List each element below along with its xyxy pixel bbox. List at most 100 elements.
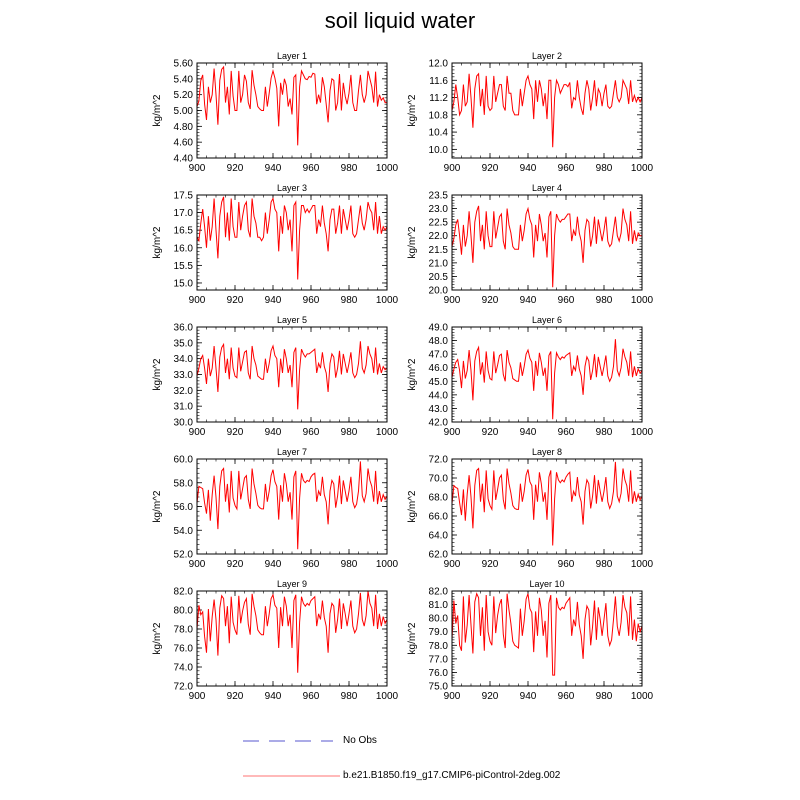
y-tick-label: 64.0 xyxy=(429,531,449,542)
y-tick-label: 10.0 xyxy=(429,145,449,156)
panel-7: Layer 7 900 920 940 960 980 1000 52.0 54.0 56.0 58… xyxy=(152,447,399,570)
x-tick-label: 980 xyxy=(596,691,613,702)
plot-frame xyxy=(196,194,388,291)
x-tick-label: 900 xyxy=(444,559,461,570)
series-line xyxy=(451,461,643,546)
x-tick-label: 900 xyxy=(189,427,206,438)
y-tick-label: 72.0 xyxy=(429,455,449,466)
series-line xyxy=(196,341,388,410)
y-tick-label: 15.0 xyxy=(174,278,194,289)
y-tick-label: 30.0 xyxy=(174,418,194,429)
x-tick-label: 920 xyxy=(227,427,244,438)
x-tick-label: 980 xyxy=(596,427,613,438)
y-axis-label: kg/m^2 xyxy=(152,226,163,258)
y-tick-label: 21.0 xyxy=(429,258,449,269)
y-tick-label: 70.0 xyxy=(429,474,449,485)
y-tick-label: 5.40 xyxy=(174,74,194,85)
x-tick-label: 960 xyxy=(303,691,320,702)
x-tick-label: 1000 xyxy=(631,691,654,702)
y-tick-label: 76.0 xyxy=(429,668,449,679)
y-tick-label: 16.5 xyxy=(174,226,194,237)
y-tick-label: 47.0 xyxy=(429,350,449,361)
y-tick-label: 17.5 xyxy=(174,191,194,202)
x-tick-label: 900 xyxy=(444,295,461,306)
plot-frame xyxy=(196,458,388,555)
series-line xyxy=(451,205,642,288)
y-tick-label: 56.0 xyxy=(174,502,194,513)
y-axis-label: kg/m^2 xyxy=(152,358,163,390)
x-tick-label: 900 xyxy=(189,163,206,174)
y-tick-label: 11.6 xyxy=(429,76,448,87)
panel-6: Layer 6 900 920 940 960 980 1000 42.0 43.0 44.0 45… xyxy=(407,315,654,438)
y-tick-label: 72.0 xyxy=(174,682,194,693)
x-tick-label: 920 xyxy=(482,163,499,174)
x-tick-label: 980 xyxy=(596,163,613,174)
x-tick-label: 960 xyxy=(303,559,320,570)
y-tick-label: 74.0 xyxy=(174,663,194,674)
plot-frame xyxy=(451,590,643,687)
panel-title: Layer 9 xyxy=(277,579,307,589)
x-tick-label: 960 xyxy=(558,295,575,306)
x-tick-label: 1000 xyxy=(376,295,399,306)
panel-title: Layer 10 xyxy=(529,579,564,589)
y-tick-label: 48.0 xyxy=(429,336,449,347)
plot-frame xyxy=(451,62,643,159)
y-tick-label: 4.60 xyxy=(174,138,194,149)
x-tick-label: 1000 xyxy=(376,427,399,438)
y-tick-label: 77.0 xyxy=(429,654,449,665)
y-tick-label: 12.0 xyxy=(429,59,449,70)
x-tick-label: 940 xyxy=(520,427,537,438)
y-axis-label: kg/m^2 xyxy=(152,622,163,654)
x-tick-label: 940 xyxy=(265,295,282,306)
y-tick-label: 54.0 xyxy=(174,526,194,537)
y-tick-label: 20.5 xyxy=(429,272,449,283)
y-tick-label: 22.5 xyxy=(429,218,449,229)
x-tick-label: 1000 xyxy=(631,163,654,174)
x-tick-label: 940 xyxy=(265,163,282,174)
series-line xyxy=(196,65,387,146)
panel-title: Layer 7 xyxy=(277,447,307,457)
x-tick-label: 980 xyxy=(341,427,358,438)
panel-title: Layer 6 xyxy=(532,315,562,325)
x-tick-label: 980 xyxy=(341,691,358,702)
series-line xyxy=(196,196,388,280)
y-tick-label: 5.00 xyxy=(174,106,194,117)
panel-title: Layer 2 xyxy=(532,51,562,61)
x-tick-label: 980 xyxy=(341,559,358,570)
y-tick-label: 10.4 xyxy=(429,128,449,139)
panel-10: Layer 10 900 920 940 960 980 1000 75.0 76.0 77.0 7… xyxy=(407,579,654,702)
y-tick-label: 52.0 xyxy=(174,550,194,561)
y-tick-label: 66.0 xyxy=(429,512,449,523)
plot-frame xyxy=(196,326,388,423)
series-line xyxy=(196,590,388,673)
plot-frame xyxy=(196,62,388,159)
y-tick-label: 32.0 xyxy=(174,386,194,397)
x-tick-label: 900 xyxy=(444,163,461,174)
y-tick-label: 75.0 xyxy=(429,682,449,693)
x-tick-label: 1000 xyxy=(376,559,399,570)
y-tick-label: 34.0 xyxy=(174,354,194,365)
x-tick-label: 920 xyxy=(482,559,499,570)
y-axis-label: kg/m^2 xyxy=(407,94,418,126)
y-tick-label: 60.0 xyxy=(174,455,194,466)
panel-1: Layer 1 900 920 940 960 980 1000 4.40 4.60 4.80 5.… xyxy=(152,51,399,174)
x-tick-label: 920 xyxy=(227,559,244,570)
x-tick-label: 940 xyxy=(520,559,537,570)
panel-title: Layer 5 xyxy=(277,315,307,325)
x-tick-label: 1000 xyxy=(376,691,399,702)
y-tick-label: 22.0 xyxy=(429,231,449,242)
y-tick-label: 81.0 xyxy=(429,600,449,611)
x-tick-label: 920 xyxy=(227,163,244,174)
series-line xyxy=(451,339,643,420)
y-tick-label: 17.0 xyxy=(174,208,194,219)
y-tick-label: 45.0 xyxy=(429,377,449,388)
y-tick-label: 33.0 xyxy=(174,370,194,381)
panel-9: Layer 9 900 920 940 960 980 1000 72.0 74.0 76.0 78… xyxy=(152,579,399,702)
y-axis-label: kg/m^2 xyxy=(152,94,163,126)
panel-2: Layer 2 900 920 940 960 980 1000 10.0 10.4 10.8 11… xyxy=(407,51,654,174)
panel-title: Layer 8 xyxy=(532,447,562,457)
x-tick-label: 900 xyxy=(189,559,206,570)
x-tick-label: 1000 xyxy=(631,559,654,570)
x-tick-label: 980 xyxy=(596,295,613,306)
